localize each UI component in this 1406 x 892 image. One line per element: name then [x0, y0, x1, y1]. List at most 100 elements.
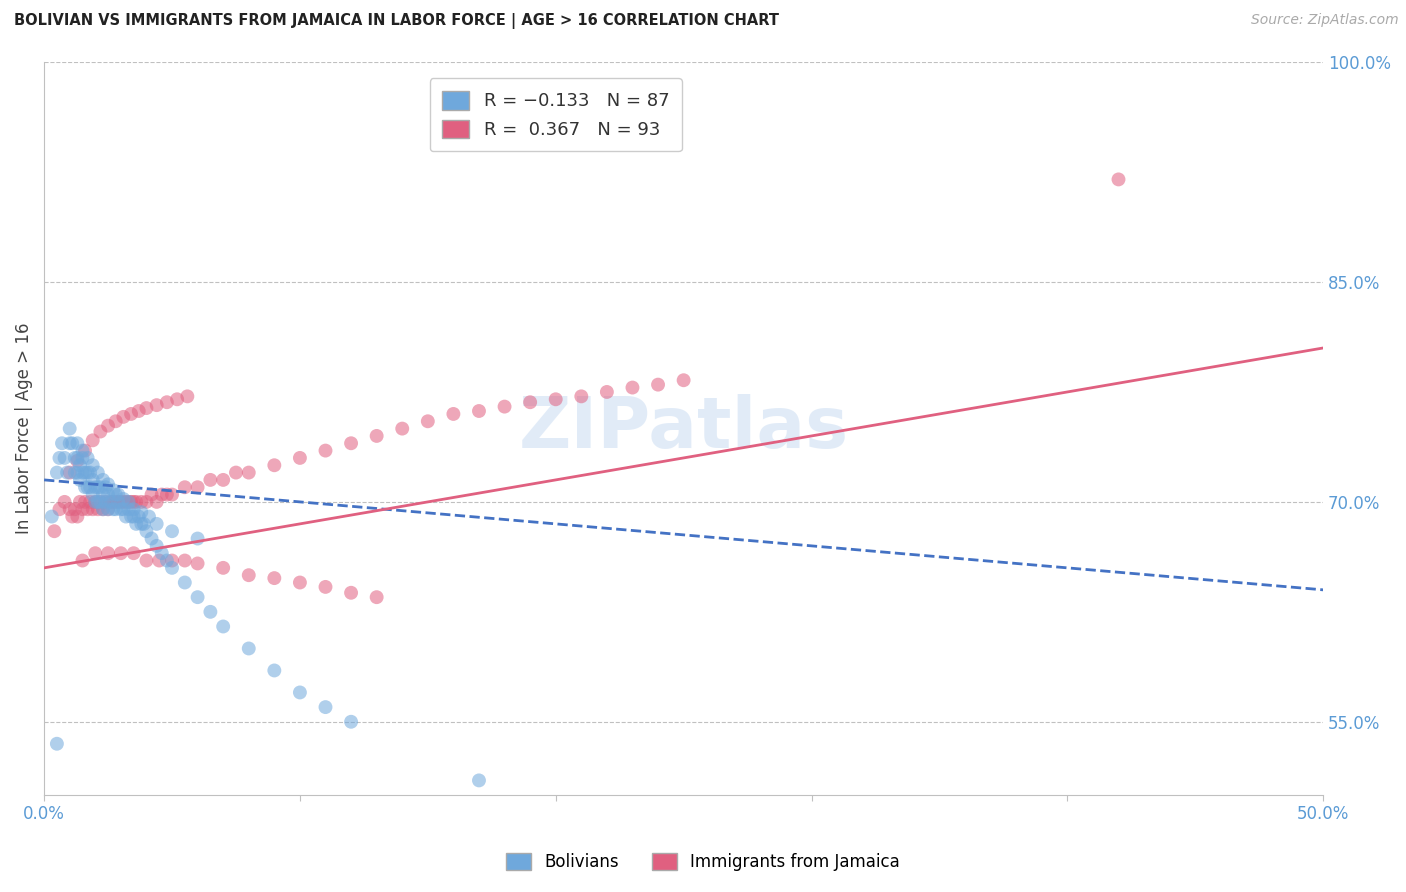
Point: [60, 509, 83, 524]
Point: [117, 502, 139, 516]
Point: [97, 502, 120, 516]
Point: [82, 487, 104, 501]
Point: [135, 553, 157, 567]
Point: [63, 502, 86, 516]
Point: [91, 502, 114, 516]
Point: [115, 509, 138, 524]
Point: [112, 495, 135, 509]
Point: [366, 590, 388, 604]
Text: Source: ZipAtlas.com: Source: ZipAtlas.com: [1251, 13, 1399, 28]
Point: [91, 502, 114, 516]
Point: [82, 502, 104, 516]
Point: [166, 392, 188, 407]
Point: [1108, 172, 1130, 186]
Point: [82, 434, 104, 448]
Point: [569, 389, 592, 403]
Point: [59, 502, 82, 516]
Point: [135, 495, 157, 509]
Point: [122, 495, 145, 509]
Point: [128, 509, 150, 524]
Point: [117, 495, 139, 509]
Point: [59, 466, 82, 480]
Point: [91, 473, 114, 487]
Point: [48, 502, 70, 516]
Point: [441, 407, 464, 421]
Point: [97, 418, 120, 433]
Point: [135, 401, 157, 415]
Point: [315, 700, 337, 714]
Point: [494, 400, 516, 414]
Point: [107, 495, 129, 509]
Point: [110, 495, 132, 509]
Point: [340, 714, 363, 729]
Point: [131, 495, 153, 509]
Point: [212, 619, 235, 633]
Point: [596, 384, 619, 399]
Point: [110, 502, 132, 516]
Point: [145, 398, 167, 412]
Point: [76, 502, 98, 516]
Point: [391, 421, 413, 435]
Point: [94, 480, 117, 494]
Point: [44, 524, 66, 539]
Point: [94, 495, 117, 509]
Point: [66, 466, 89, 480]
Point: [132, 516, 155, 531]
Point: [72, 502, 94, 516]
Point: [647, 377, 669, 392]
Point: [120, 407, 142, 421]
Point: [672, 373, 695, 387]
Point: [51, 436, 73, 450]
Point: [173, 575, 195, 590]
Point: [135, 524, 157, 539]
Point: [176, 389, 198, 403]
Point: [173, 553, 195, 567]
Point: [263, 664, 285, 678]
Point: [104, 414, 127, 428]
Point: [101, 502, 124, 516]
Point: [82, 473, 104, 487]
Point: [117, 495, 139, 509]
Point: [87, 466, 110, 480]
Point: [145, 516, 167, 531]
Point: [73, 495, 96, 509]
Point: [131, 516, 153, 531]
Point: [122, 546, 145, 560]
Point: [141, 487, 163, 501]
Point: [128, 404, 150, 418]
Point: [366, 429, 388, 443]
Point: [225, 466, 247, 480]
Point: [156, 395, 179, 409]
Point: [66, 509, 89, 524]
Point: [238, 466, 260, 480]
Point: [82, 458, 104, 473]
Point: [87, 495, 110, 509]
Point: [79, 466, 101, 480]
Point: [79, 495, 101, 509]
Point: [468, 773, 491, 788]
Legend: Bolivians, Immigrants from Jamaica: Bolivians, Immigrants from Jamaica: [498, 845, 908, 880]
Point: [416, 414, 439, 428]
Point: [89, 425, 111, 439]
Point: [101, 483, 124, 498]
Point: [621, 380, 644, 394]
Point: [84, 480, 107, 494]
Point: [45, 737, 67, 751]
Point: [84, 495, 107, 509]
Point: [69, 495, 91, 509]
Point: [87, 502, 110, 516]
Point: [131, 505, 153, 519]
Point: [97, 502, 120, 516]
Point: [73, 443, 96, 458]
Point: [125, 516, 148, 531]
Point: [145, 539, 167, 553]
Point: [89, 495, 111, 509]
Point: [60, 436, 83, 450]
Point: [94, 495, 117, 509]
Point: [72, 553, 94, 567]
Point: [138, 509, 160, 524]
Text: BOLIVIAN VS IMMIGRANTS FROM JAMAICA IN LABOR FORCE | AGE > 16 CORRELATION CHART: BOLIVIAN VS IMMIGRANTS FROM JAMAICA IN L…: [14, 13, 779, 29]
Point: [315, 443, 337, 458]
Point: [156, 487, 179, 501]
Point: [87, 480, 110, 494]
